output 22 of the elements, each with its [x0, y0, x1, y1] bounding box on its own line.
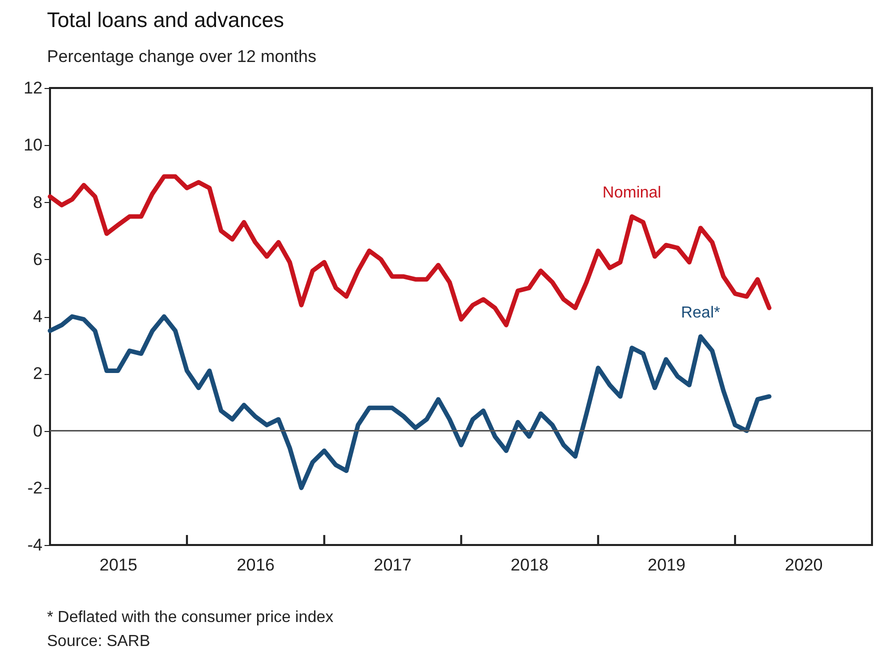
y-tick-label: -2: [27, 478, 42, 498]
y-tick-label: 0: [33, 421, 42, 440]
x-tick-label: 2016: [236, 556, 275, 574]
y-tick-label: -4: [27, 536, 42, 554]
x-tick-label: 2020: [784, 556, 823, 574]
series-label: Real*: [680, 304, 720, 322]
x-tick-label: 2015: [99, 556, 138, 574]
chart-subtitle: Percentage change over 12 months: [47, 47, 316, 66]
line-series: [48, 174, 772, 328]
y-tick-label: 2: [33, 364, 42, 384]
x-tick-label: 2019: [648, 556, 686, 574]
y-tick-label: 8: [33, 192, 42, 212]
x-tick-label: 2017: [374, 556, 412, 574]
chart-title: Total loans and advances: [47, 9, 284, 32]
series-label: Nominal: [602, 184, 662, 202]
y-tick-label: 10: [24, 136, 42, 155]
y-tick-label: 6: [33, 250, 42, 269]
source-note: Source: SARB: [47, 633, 150, 650]
y-tick-label: 12: [24, 78, 42, 98]
y-tick-label: 4: [33, 307, 42, 326]
text: * Deflated with the consumer price index: [47, 609, 334, 626]
x-tick-label: 2018: [510, 556, 549, 574]
